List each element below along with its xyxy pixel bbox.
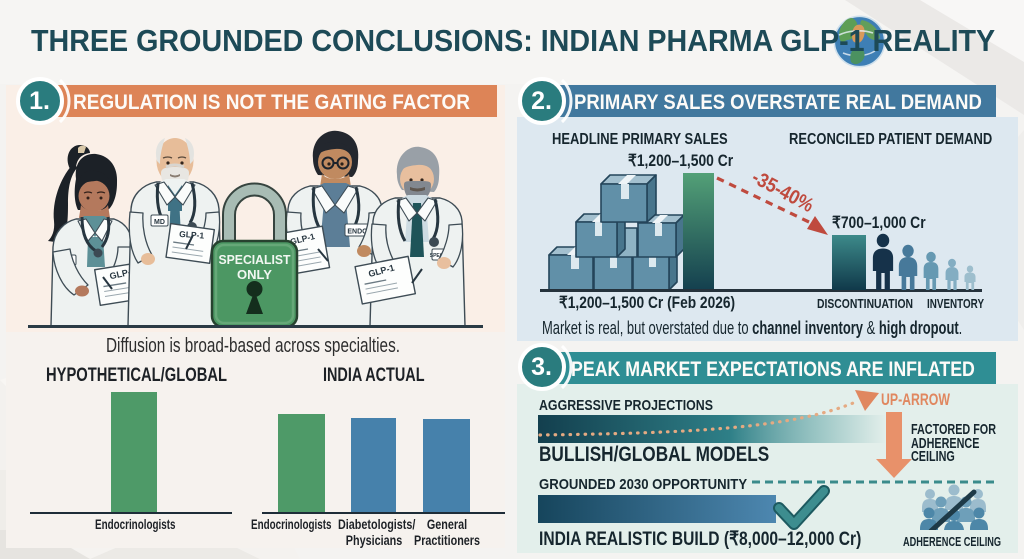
svg-text:ENDO: ENDO [347, 229, 368, 236]
svg-text:MD: MD [154, 219, 165, 226]
svg-text:GLP-1: GLP-1 [179, 229, 205, 241]
svg-text:SPECIALIST: SPECIALIST [219, 252, 291, 267]
svg-text:ONLY: ONLY [237, 267, 272, 282]
